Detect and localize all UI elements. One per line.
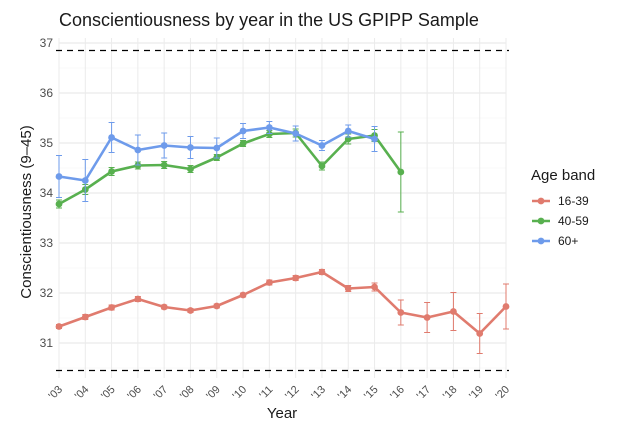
x-tick-label: '18 — [441, 384, 460, 403]
data-point — [81, 313, 89, 321]
data-point — [423, 314, 431, 321]
data-point — [213, 302, 221, 310]
y-tick-label: 34 — [40, 186, 54, 200]
data-point — [55, 200, 63, 208]
data-point — [187, 144, 194, 151]
data-point — [160, 142, 168, 149]
data-point — [160, 303, 168, 311]
data-point — [108, 304, 115, 311]
chart-title: Conscientiousness by year in the US GPIP… — [59, 10, 479, 30]
x-tick-label: '08 — [178, 384, 197, 403]
legend-label: 40-59 — [558, 214, 589, 228]
y-tick-label: 32 — [40, 286, 54, 300]
data-point — [213, 144, 221, 152]
data-point — [134, 146, 142, 154]
data-point — [239, 291, 247, 299]
grid — [58, 38, 507, 378]
legend-marker — [537, 217, 545, 225]
data-point — [292, 274, 300, 282]
legend: 16-39 40-59 60+ — [532, 194, 589, 248]
x-tick-label: '15 — [362, 384, 381, 403]
x-tick-label: '11 — [257, 384, 275, 402]
y-tick-label: 33 — [40, 236, 54, 250]
data-point — [318, 142, 326, 149]
x-tick-label: '03 — [46, 384, 65, 403]
data-point — [55, 173, 63, 180]
x-tick-label: '04 — [73, 384, 92, 403]
legend-item-16-39: 16-39 — [532, 194, 589, 208]
y-tick-label: 31 — [40, 336, 54, 350]
y-tick-labels: 31 32 33 34 35 36 37 — [40, 36, 54, 350]
series-line — [58, 270, 507, 335]
x-tick-label: '19 — [467, 384, 486, 403]
data-point — [502, 303, 510, 310]
data-point — [397, 309, 405, 316]
legend-item-60+: 60+ — [532, 234, 578, 248]
data-point — [239, 140, 247, 147]
reference-lines — [56, 49, 509, 372]
series-line — [58, 131, 402, 206]
x-tick-label: '13 — [309, 384, 328, 403]
data-point — [397, 168, 405, 176]
series-layer — [55, 121, 510, 354]
legend-label: 60+ — [558, 234, 578, 248]
legend-marker — [537, 197, 545, 205]
data-point — [371, 135, 378, 143]
data-point — [450, 308, 457, 315]
x-tick-labels: '03 '04 '05 '06 '07 '08 '09 '10 '11 '12 '13 '14 '15 '… — [46, 384, 512, 403]
data-point — [108, 134, 115, 141]
data-point — [265, 124, 273, 131]
data-point — [344, 127, 352, 135]
x-tick-label: '09 — [204, 384, 223, 403]
legend-label: 16-39 — [558, 194, 589, 208]
x-tick-label: '07 — [152, 384, 171, 403]
y-axis-title: Conscientiousness (9–45) — [18, 125, 35, 298]
x-tick-label: '17 — [415, 384, 434, 403]
y-tick-label: 37 — [40, 36, 54, 50]
y-tick-label: 35 — [40, 136, 54, 150]
series-16-39 — [55, 268, 510, 354]
x-tick-label: '20 — [493, 384, 512, 403]
y-tick-label: 36 — [40, 86, 54, 100]
data-point — [55, 323, 63, 330]
legend-title: Age band — [531, 167, 595, 184]
data-point — [476, 330, 484, 337]
x-tick-label: '16 — [388, 384, 407, 403]
data-point — [318, 268, 326, 276]
data-point — [318, 162, 326, 170]
data-point — [108, 168, 115, 175]
data-point — [187, 165, 194, 173]
legend-item-40-59: 40-59 — [532, 214, 589, 228]
data-point — [81, 177, 89, 184]
x-tick-label: '05 — [99, 384, 118, 403]
data-point — [371, 283, 378, 291]
data-point — [160, 161, 168, 169]
data-point — [292, 130, 300, 137]
x-tick-label: '12 — [283, 384, 302, 403]
data-point — [239, 127, 247, 135]
legend-marker — [537, 237, 545, 245]
data-point — [344, 285, 352, 292]
x-axis-title: Year — [267, 405, 297, 422]
data-point — [265, 279, 273, 286]
x-tick-label: '06 — [125, 384, 144, 403]
series-60+ — [55, 121, 378, 202]
data-point — [134, 295, 142, 303]
x-tick-label: '10 — [231, 384, 250, 403]
x-tick-label: '14 — [336, 384, 355, 403]
data-point — [187, 307, 194, 314]
